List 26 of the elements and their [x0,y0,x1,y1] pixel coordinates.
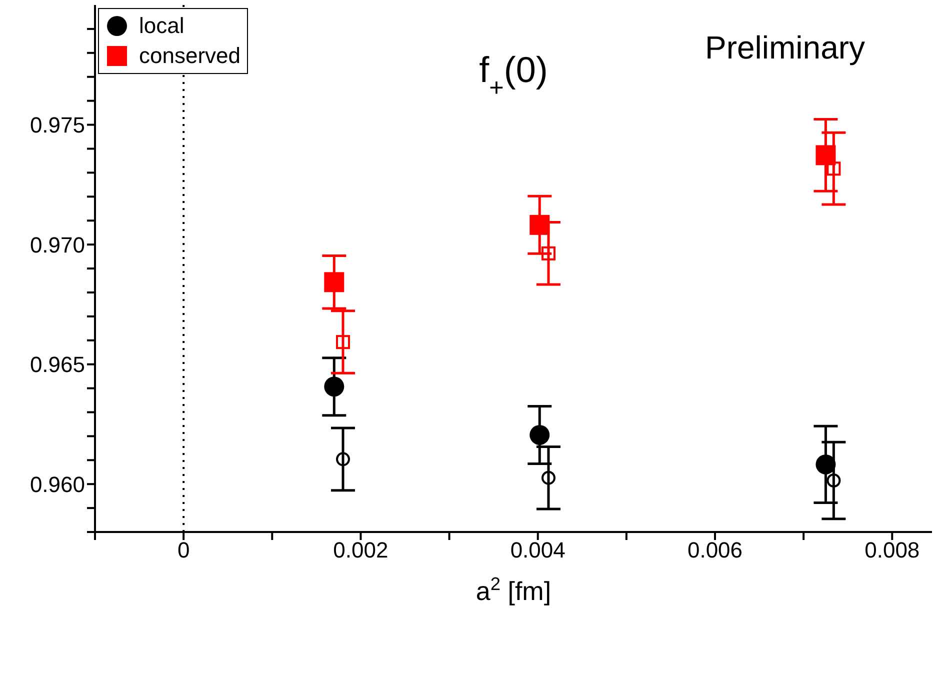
annotation: Preliminary [705,29,866,66]
y-tick-label: 0.965 [30,352,85,378]
point [324,272,344,292]
x-tick-label: 0.006 [687,538,743,563]
point [826,474,841,488]
point [336,452,350,466]
point [816,454,836,474]
legend-label: local [139,12,184,40]
y-tick-label: 0.960 [30,472,85,497]
x-tick-label: 0 [177,538,190,563]
x-tick-label: 0.004 [510,538,566,563]
y-tick-label: 0.970 [30,232,85,258]
x-tick-label: 0.008 [864,538,920,563]
point [530,424,550,445]
point [324,376,344,397]
point [336,335,350,350]
annotation: f$_{+}$(0) [479,49,548,102]
point [541,470,556,485]
x-tick-label: 0.002 [333,538,388,563]
point [816,145,836,166]
y-tick-label: 0.975 [30,112,85,138]
point [541,246,556,260]
point [826,162,841,176]
point [530,214,550,235]
x-axis-title: a$^{2}$ [fm] [476,574,552,606]
legend-label: conserved [139,42,241,70]
